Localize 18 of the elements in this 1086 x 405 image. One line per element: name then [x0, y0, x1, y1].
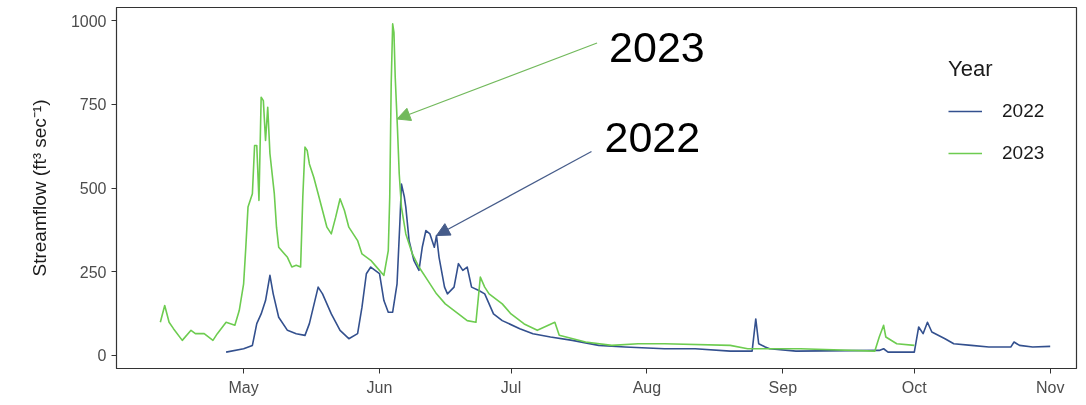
- y-axis-title: Streamflow (ft³ sec⁻¹): [28, 99, 50, 277]
- legend-label: 2023: [1002, 142, 1045, 164]
- x-tick-label: Oct: [901, 378, 928, 396]
- y-tick-label: 750: [79, 96, 107, 114]
- y-tick-label: 250: [79, 263, 107, 281]
- y-tick-label: 0: [97, 347, 107, 365]
- x-tick-label: Jul: [500, 378, 522, 396]
- x-tick-label: Aug: [632, 378, 662, 396]
- x-tick-label: Nov: [1035, 378, 1065, 396]
- annotation: 2022: [604, 113, 701, 162]
- legend-title: Year: [948, 56, 994, 82]
- y-tick-label: 1000: [70, 12, 107, 30]
- x-tick-label: May: [228, 378, 259, 396]
- legend-label: 2022: [1002, 100, 1045, 122]
- x-tick-label: Jun: [366, 378, 393, 396]
- annotation: 2023: [609, 22, 705, 71]
- x-tick-label: Sep: [768, 378, 798, 396]
- y-tick-label: 500: [79, 180, 107, 197]
